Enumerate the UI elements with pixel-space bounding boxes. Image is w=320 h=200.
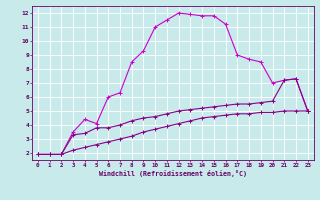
X-axis label: Windchill (Refroidissement éolien,°C): Windchill (Refroidissement éolien,°C): [99, 170, 247, 177]
